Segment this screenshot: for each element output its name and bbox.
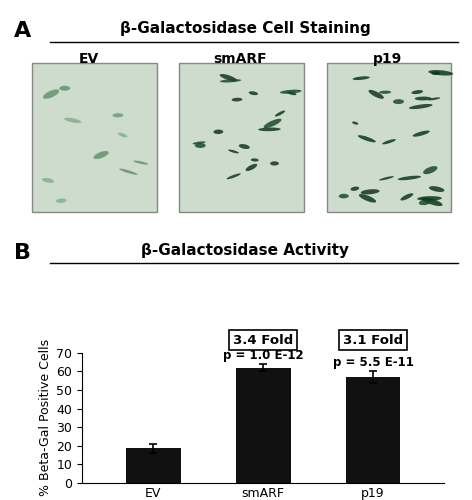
Ellipse shape — [393, 99, 404, 104]
Ellipse shape — [64, 118, 81, 123]
Ellipse shape — [118, 132, 127, 138]
Ellipse shape — [56, 198, 67, 203]
Ellipse shape — [232, 98, 243, 102]
Ellipse shape — [219, 74, 237, 81]
Text: 3.1 Fold: 3.1 Fold — [343, 334, 403, 346]
Ellipse shape — [93, 151, 109, 159]
FancyBboxPatch shape — [32, 62, 157, 212]
Ellipse shape — [417, 196, 442, 201]
Text: β-Galactosidase Activity: β-Galactosidase Activity — [141, 244, 349, 258]
Ellipse shape — [379, 176, 394, 180]
Ellipse shape — [42, 178, 54, 183]
Ellipse shape — [351, 186, 359, 191]
Ellipse shape — [249, 92, 258, 95]
Ellipse shape — [43, 90, 59, 99]
Ellipse shape — [421, 197, 443, 206]
Bar — [346, 377, 401, 482]
Ellipse shape — [358, 135, 376, 142]
Bar — [236, 368, 291, 482]
Ellipse shape — [195, 143, 206, 148]
Ellipse shape — [263, 118, 281, 128]
FancyBboxPatch shape — [327, 62, 451, 212]
Ellipse shape — [119, 168, 138, 175]
Ellipse shape — [379, 90, 391, 94]
Ellipse shape — [429, 186, 445, 192]
Ellipse shape — [227, 174, 241, 179]
Y-axis label: % Beta-Gal Positive Cells: % Beta-Gal Positive Cells — [39, 339, 52, 496]
Ellipse shape — [409, 104, 432, 109]
Ellipse shape — [361, 189, 379, 194]
Ellipse shape — [423, 166, 438, 174]
Ellipse shape — [220, 79, 241, 82]
Ellipse shape — [369, 90, 384, 99]
Ellipse shape — [419, 200, 430, 205]
Ellipse shape — [228, 150, 239, 154]
Ellipse shape — [412, 90, 423, 94]
Ellipse shape — [353, 76, 370, 80]
Ellipse shape — [429, 70, 453, 75]
Text: p19: p19 — [373, 52, 403, 66]
Text: p = 5.5 E-11: p = 5.5 E-11 — [333, 356, 413, 370]
Ellipse shape — [428, 98, 440, 100]
Ellipse shape — [413, 130, 430, 136]
Ellipse shape — [251, 158, 259, 162]
Ellipse shape — [382, 139, 396, 144]
Ellipse shape — [275, 110, 285, 116]
Ellipse shape — [112, 113, 123, 117]
Ellipse shape — [359, 194, 376, 202]
Text: β-Galactosidase Cell Staining: β-Galactosidase Cell Staining — [120, 21, 371, 36]
Ellipse shape — [213, 130, 223, 134]
Ellipse shape — [398, 176, 421, 180]
Ellipse shape — [287, 92, 296, 95]
Text: A: A — [14, 21, 31, 41]
Ellipse shape — [431, 72, 440, 75]
Ellipse shape — [59, 86, 70, 90]
Ellipse shape — [270, 162, 279, 166]
Ellipse shape — [258, 128, 281, 131]
Ellipse shape — [239, 144, 250, 149]
Ellipse shape — [415, 96, 431, 100]
Ellipse shape — [280, 90, 302, 94]
Text: 3.4 Fold: 3.4 Fold — [233, 334, 293, 346]
Text: smARF: smARF — [214, 52, 267, 66]
Ellipse shape — [245, 164, 257, 171]
Text: B: B — [14, 244, 31, 264]
Text: p = 1.0 E-12: p = 1.0 E-12 — [223, 349, 303, 362]
Text: EV: EV — [79, 52, 99, 66]
Ellipse shape — [133, 160, 148, 164]
Ellipse shape — [352, 122, 358, 124]
Ellipse shape — [339, 194, 349, 198]
FancyBboxPatch shape — [179, 62, 304, 212]
Bar — [126, 448, 181, 482]
Ellipse shape — [193, 142, 206, 144]
Ellipse shape — [400, 194, 413, 200]
